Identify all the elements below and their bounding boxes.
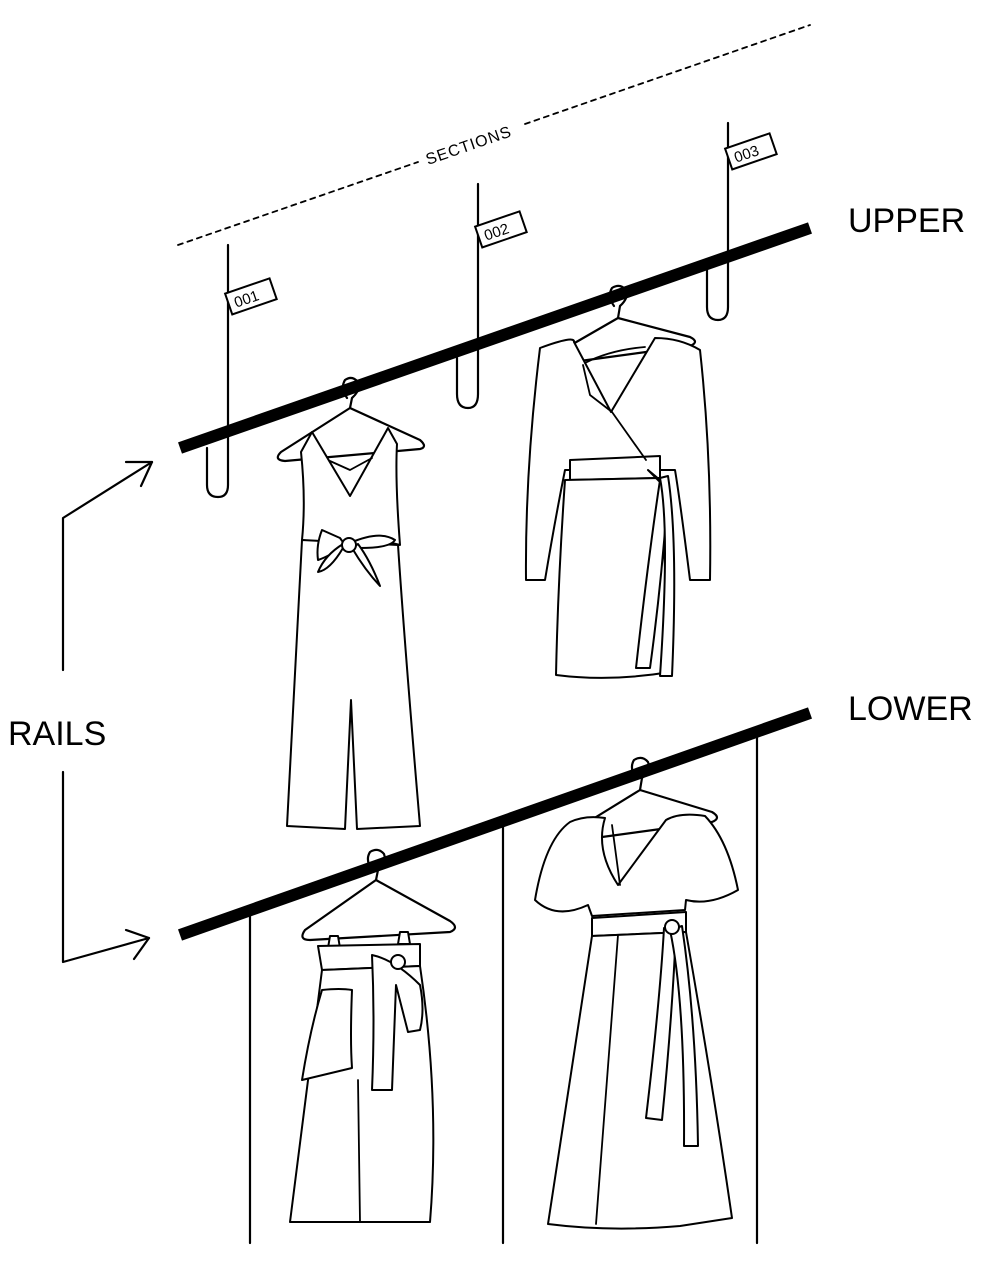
lower-label: LOWER [848,690,973,728]
section-pole-002 [455,182,480,410]
sections-label: SECTIONS [424,123,514,168]
rails-label: RAILS [8,715,106,753]
section-tag-003: 003 [723,132,778,171]
section-tag-001: 001 [223,277,278,316]
section-pole-003 [705,121,730,322]
section-pole-001 [205,243,230,499]
section-tag-002: 002 [473,210,528,249]
wrap-dress-long-sleeve [524,284,712,679]
wrap-dress-short-sleeve [534,756,739,1230]
skirt-garment [289,848,457,1223]
upper-label: UPPER [848,202,965,240]
lower-rail [178,707,812,941]
rails-arrow-lower [61,770,151,964]
sections-dashed-line-right [524,24,811,125]
sections-dashed-line [177,161,419,246]
jumpsuit-garment [276,376,426,830]
upper-rail [178,222,812,454]
rails-arrow-upper [61,460,154,672]
